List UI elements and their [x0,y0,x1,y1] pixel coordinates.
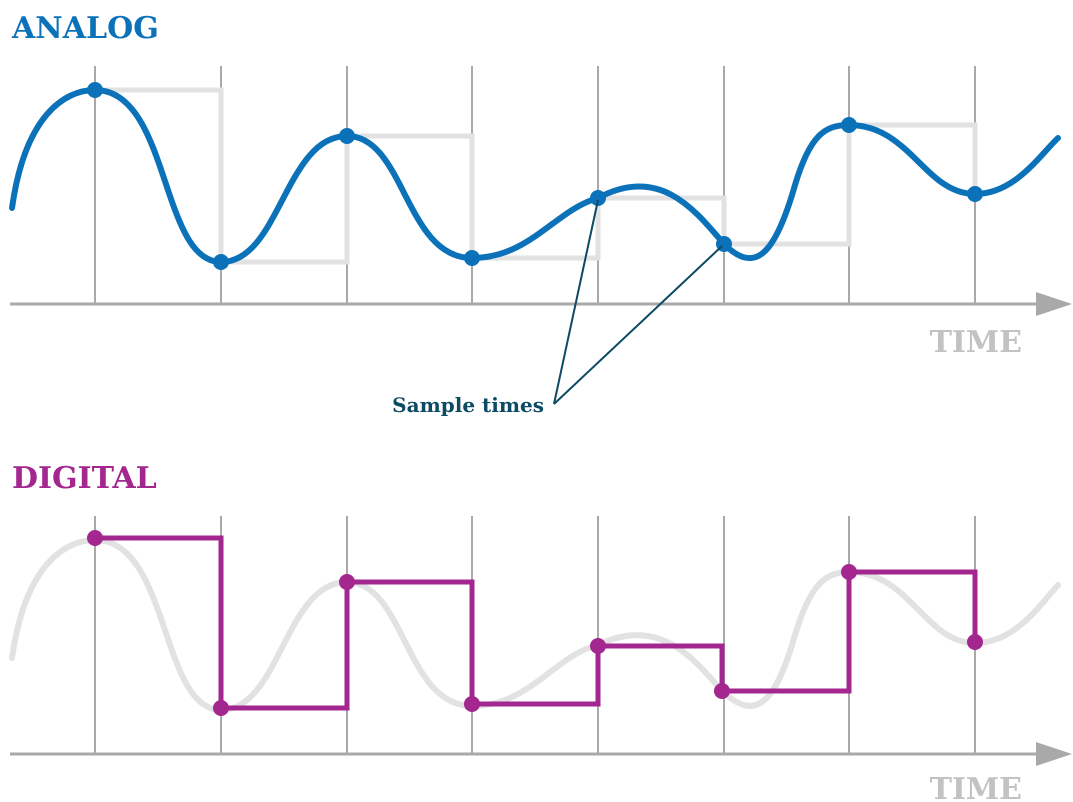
digital-title: DIGITAL [12,461,157,496]
digital-time-arrowhead [1036,742,1072,766]
digital-ghost-wave [9,536,1061,714]
analog-sample-point [339,128,355,144]
analog-title: ANALOG [11,11,159,46]
analog-time-arrowhead [1036,292,1072,316]
digital-sample-point [590,638,606,654]
digital-sample-point [841,564,857,580]
analog-sample-point [841,117,857,133]
analog-gridlines [94,66,976,304]
analog-sample-points [87,82,983,270]
digital-sample-point [87,530,103,546]
analog-sample-point [87,82,103,98]
sample-times-leader [553,245,723,405]
digital-time-label: TIME [930,772,1022,802]
sample-times-leaders [553,199,723,405]
digital-step-signal [95,535,978,711]
digital-sample-point [714,683,730,699]
sample-times-label: Sample times [392,393,544,417]
analog-panel: ANALOG TIME [9,11,1072,417]
digital-sample-point [339,574,355,590]
digital-sample-point [967,634,983,650]
digital-sample-point [464,696,480,712]
analog-time-label: TIME [930,325,1022,360]
analog-sample-point [967,186,983,202]
sample-times-leader [553,199,599,405]
analog-sample-point [590,190,606,206]
digital-sample-points [87,530,983,716]
digital-gridlines [94,516,976,754]
analog-ghost-step [95,87,978,265]
analog-sample-point [213,254,229,270]
digital-panel: DIGITAL TIME [9,461,1072,802]
analog-sample-point [464,250,480,266]
digital-sample-point [213,700,229,716]
analog-wave [9,86,1061,266]
